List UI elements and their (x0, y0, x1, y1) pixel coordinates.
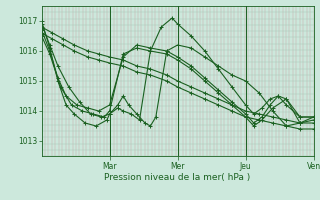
X-axis label: Pression niveau de la mer( hPa ): Pression niveau de la mer( hPa ) (104, 173, 251, 182)
